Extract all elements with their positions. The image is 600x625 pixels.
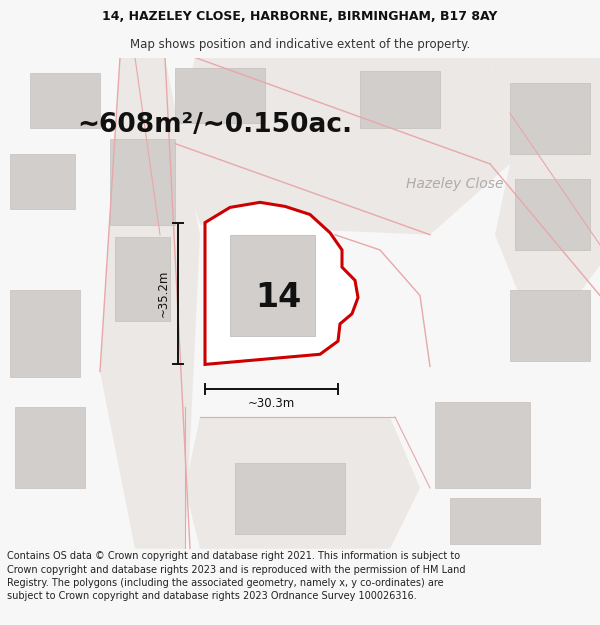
Polygon shape <box>205 202 358 364</box>
Text: 14: 14 <box>255 281 301 314</box>
Polygon shape <box>175 58 510 235</box>
Polygon shape <box>235 462 345 534</box>
Polygon shape <box>100 58 200 549</box>
Polygon shape <box>515 179 590 250</box>
Polygon shape <box>360 71 440 128</box>
Polygon shape <box>10 291 80 376</box>
Text: ~35.2m: ~35.2m <box>157 270 170 318</box>
Polygon shape <box>230 235 315 336</box>
Text: Contains OS data © Crown copyright and database right 2021. This information is : Contains OS data © Crown copyright and d… <box>7 551 466 601</box>
Polygon shape <box>30 72 100 128</box>
Polygon shape <box>15 407 85 488</box>
Text: 14, HAZELEY CLOSE, HARBORNE, BIRMINGHAM, B17 8AY: 14, HAZELEY CLOSE, HARBORNE, BIRMINGHAM,… <box>103 9 497 22</box>
Polygon shape <box>450 498 540 544</box>
Polygon shape <box>510 291 590 361</box>
Text: ~30.3m: ~30.3m <box>248 397 295 410</box>
Polygon shape <box>490 58 600 346</box>
Text: Map shows position and indicative extent of the property.: Map shows position and indicative extent… <box>130 38 470 51</box>
Polygon shape <box>10 154 75 209</box>
Text: Hazeley Close: Hazeley Close <box>406 177 504 191</box>
Text: ~608m²/~0.150ac.: ~608m²/~0.150ac. <box>77 112 353 138</box>
Polygon shape <box>110 139 175 224</box>
Polygon shape <box>115 237 170 321</box>
Polygon shape <box>185 417 420 549</box>
Polygon shape <box>435 402 530 488</box>
Polygon shape <box>175 68 265 123</box>
Polygon shape <box>510 83 590 154</box>
